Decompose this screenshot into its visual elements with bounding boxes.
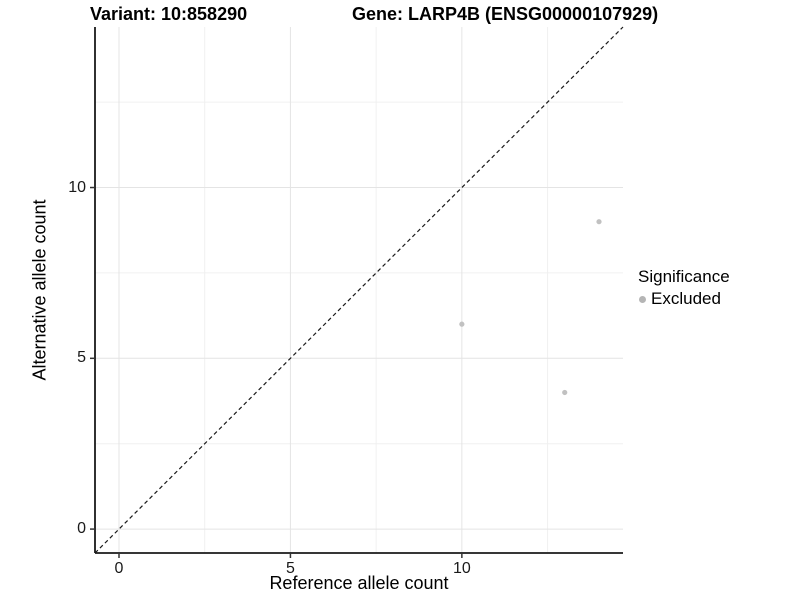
data-point [459, 321, 465, 327]
gene-title: Gene: LARP4B (ENSG00000107929) [352, 4, 659, 24]
x-axis-title: Reference allele count [269, 573, 449, 593]
y-tick-label: 5 [77, 349, 86, 367]
legend-title: Significance [638, 267, 730, 286]
legend-item-label: Excluded [651, 289, 721, 308]
x-tick-label: 10 [452, 560, 471, 577]
y-axis-title: Alternative allele count [29, 199, 50, 381]
variant-title: Variant: 10:858290 [90, 4, 248, 24]
x-tick-label: 5 [285, 560, 295, 577]
identity-reference-line [94, 26, 624, 554]
data-point [562, 389, 568, 396]
legend: Significance Excluded [638, 267, 730, 309]
x-tick-label: 0 [114, 560, 124, 577]
legend-item-excluded: Excluded [638, 289, 730, 309]
data-point [596, 219, 602, 225]
legend-key-dot-icon [639, 295, 646, 303]
y-tick-label: 10 [68, 178, 86, 196]
y-tick-label: 0 [77, 520, 86, 538]
